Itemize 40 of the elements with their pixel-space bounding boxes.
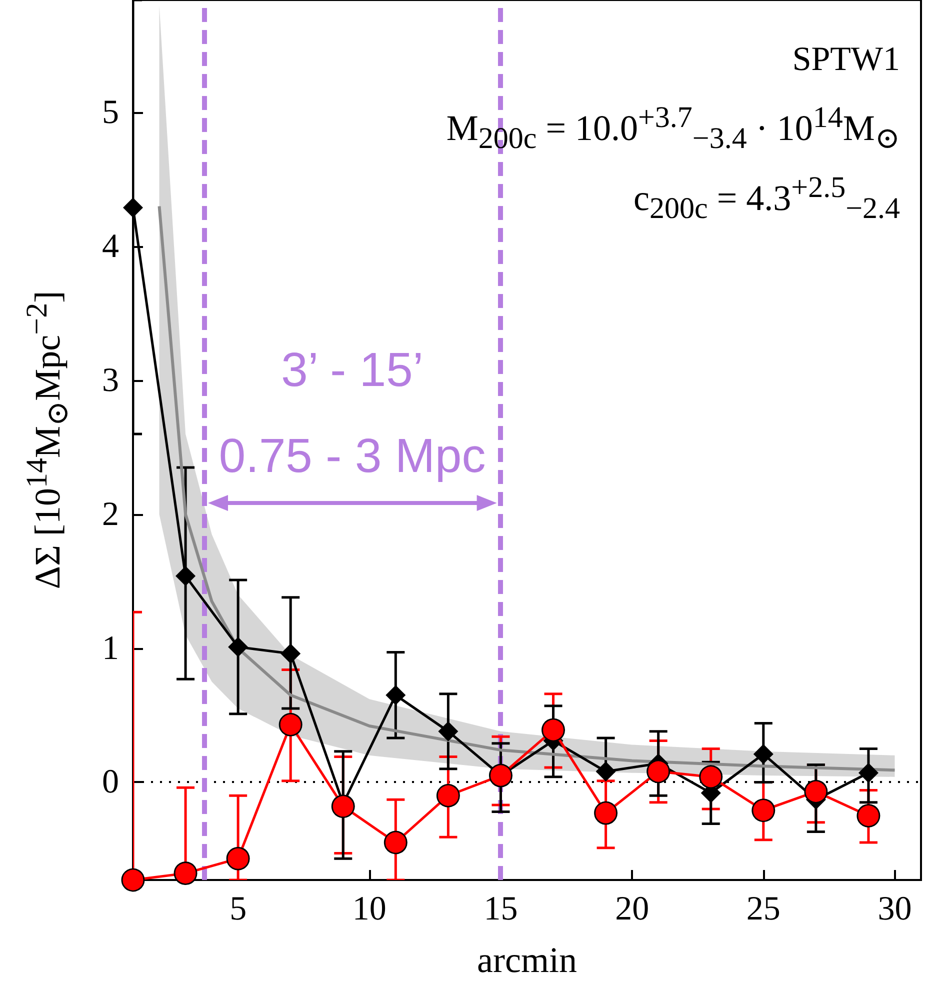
x-tick-label: 20 xyxy=(615,890,650,928)
y-tick-label: 3 xyxy=(102,362,119,399)
point xyxy=(858,762,878,783)
point xyxy=(596,762,616,782)
point xyxy=(542,718,566,742)
annotation: 3’ - 15’ xyxy=(281,343,424,399)
text: M$_{200c}$ = 10.0$^{+3.7}$$_{−3.4}$ · 10$^{14}$M$_{⊙}$ xyxy=(446,101,900,156)
point xyxy=(436,784,460,808)
point xyxy=(121,868,145,892)
y-tick-label: 2 xyxy=(102,496,119,533)
point xyxy=(331,794,355,818)
point xyxy=(646,760,670,784)
point xyxy=(123,198,143,218)
y-tick-label: 0 xyxy=(102,764,119,801)
point xyxy=(594,801,618,825)
x-tick-label: 5 xyxy=(230,890,247,928)
y-tick-label: 5 xyxy=(102,94,119,132)
y-tick-label: 1 xyxy=(102,630,119,667)
x-tick-label: 30 xyxy=(878,890,912,928)
point xyxy=(280,644,301,664)
point xyxy=(856,804,880,828)
point xyxy=(804,780,828,804)
point xyxy=(226,846,250,870)
point xyxy=(753,744,774,764)
x-tick-label: 10 xyxy=(352,890,386,928)
x-axis-title: arcmin xyxy=(477,940,577,980)
annotation: 0.75 - 3 Mpc xyxy=(218,429,486,485)
point xyxy=(438,721,458,742)
point xyxy=(699,765,723,789)
point xyxy=(752,798,776,822)
point xyxy=(228,636,248,657)
x-tick-label: 25 xyxy=(746,890,780,928)
point xyxy=(384,830,408,854)
annotation: SPTW1 xyxy=(792,40,900,80)
point xyxy=(278,712,302,736)
x-tick-label: 15 xyxy=(484,890,518,928)
point xyxy=(176,566,196,586)
y-tick-label: 4 xyxy=(102,228,119,265)
point xyxy=(386,685,406,706)
point xyxy=(174,862,198,886)
